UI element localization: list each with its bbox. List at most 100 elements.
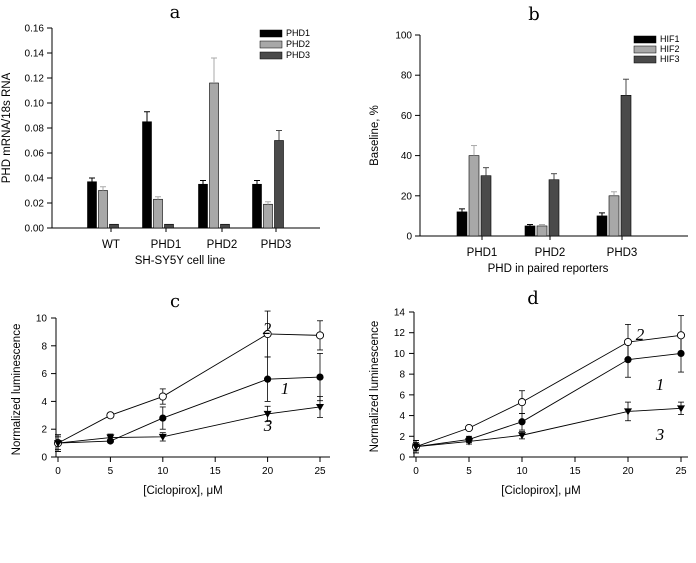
panel-letter-d: d bbox=[527, 288, 539, 309]
y-tick-label: 2 bbox=[41, 425, 47, 436]
point-series-1 bbox=[518, 418, 526, 426]
x-tick-label: 20 bbox=[622, 466, 634, 477]
x-tick-label: PHD1 bbox=[151, 239, 182, 251]
panel-letter-b: b bbox=[528, 4, 540, 25]
curve-label-3: 3 bbox=[263, 416, 273, 435]
chart-b: b 0 20 40 60 80 100 PHD1 PHD2 PHD3 PHD in paired r… bbox=[369, 4, 688, 275]
bar-PHD3-PHD1 bbox=[164, 223, 174, 229]
curve-label-3: 3 bbox=[655, 425, 665, 444]
y-tick-label: 0 bbox=[399, 453, 405, 464]
x-tick-label: 25 bbox=[675, 466, 687, 477]
bar-HIF1-PHD2 bbox=[524, 225, 536, 237]
curve-label-1: 1 bbox=[281, 379, 290, 398]
chart-c: c 0 2 4 6 8 10 0 5 10 15 20 25 2 13 [Ciclopirox], μM Nor… bbox=[11, 291, 330, 497]
x-tick-label: 20 bbox=[262, 466, 274, 477]
bar-HIF2-PHD3 bbox=[608, 195, 620, 237]
x-tick-label: 0 bbox=[55, 466, 61, 477]
y-tick-label: 10 bbox=[36, 314, 48, 325]
legend-label-HIF2: HIF2 bbox=[660, 44, 680, 54]
legend-label-PHD1: PHD1 bbox=[286, 28, 310, 38]
bar-HIF3-PHD2 bbox=[548, 179, 560, 237]
chart-d: d 0 2 4 6 8 10 12 14 0 5 10 15 20 25 2 1 3 [Ciclopirox], μ… bbox=[369, 288, 688, 497]
bar-HIF1-PHD3 bbox=[596, 215, 608, 237]
x-tick-label: PHD1 bbox=[467, 247, 498, 259]
curve-label-2: 2 bbox=[636, 325, 645, 344]
y-tick-label: 0.08 bbox=[25, 124, 45, 135]
point-series-2 bbox=[623, 337, 633, 347]
y-tick-label: 10 bbox=[394, 349, 406, 360]
chart-a: a 0.00 0.02 0.04 0.06 0.08 0.10 0.12 0.14 0.16 WT P… bbox=[1, 2, 320, 267]
y-tick-label: 12 bbox=[394, 328, 406, 339]
y-tick-label: 100 bbox=[395, 31, 412, 42]
bar-HIF3-PHD3 bbox=[620, 95, 632, 237]
y-axis-label: Normalized luminescence bbox=[11, 324, 23, 456]
y-tick-label: 0 bbox=[41, 453, 47, 464]
bar-PHD1-PHD3 bbox=[252, 183, 262, 229]
bar-HIF2-PHD1 bbox=[468, 155, 480, 237]
x-tick-label: WT bbox=[102, 239, 120, 251]
point-series-3 bbox=[677, 405, 685, 413]
point-series-3 bbox=[316, 403, 324, 411]
x-tick-label: 5 bbox=[466, 466, 472, 477]
x-tick-label: PHD3 bbox=[261, 239, 292, 251]
y-tick-label: 0.06 bbox=[25, 149, 45, 160]
bar-PHD2-PHD2 bbox=[209, 82, 219, 229]
bar-PHD1-WT bbox=[87, 181, 97, 229]
y-tick-label: 0.00 bbox=[25, 224, 45, 235]
bar-PHD3-PHD3 bbox=[274, 140, 284, 229]
point-series-2 bbox=[106, 411, 115, 420]
y-tick-label: 4 bbox=[41, 397, 47, 408]
point-series-1 bbox=[159, 414, 167, 422]
bar-PHD2-WT bbox=[98, 190, 108, 229]
x-tick-label: 25 bbox=[314, 466, 326, 477]
y-axis-label: Normalized luminescence bbox=[369, 321, 381, 453]
legend-swatch-PHD3 bbox=[259, 51, 283, 60]
y-tick-label: 60 bbox=[401, 111, 413, 122]
x-tick-label: 0 bbox=[413, 466, 419, 477]
legend-label-PHD3: PHD3 bbox=[286, 50, 310, 60]
point-series-2 bbox=[676, 331, 686, 340]
legend-label-HIF1: HIF1 bbox=[660, 34, 680, 44]
x-tick-label: 15 bbox=[210, 466, 222, 477]
y-tick-label: 8 bbox=[399, 370, 405, 381]
legend-swatch-HIF1 bbox=[633, 35, 657, 44]
y-tick-label: 40 bbox=[401, 151, 413, 162]
point-series-3 bbox=[518, 432, 526, 440]
point-series-2 bbox=[315, 331, 325, 340]
x-tick-label: PHD3 bbox=[607, 247, 638, 259]
y-tick-label: 0.02 bbox=[25, 199, 45, 210]
panel-letter-a: a bbox=[170, 2, 181, 23]
bar-PHD3-WT bbox=[109, 223, 119, 229]
legend-swatch-HIF3 bbox=[633, 55, 657, 64]
legend-swatch-HIF2 bbox=[633, 45, 657, 54]
y-tick-label: 0.04 bbox=[25, 174, 45, 185]
legend-swatch-PHD1 bbox=[259, 29, 283, 38]
y-axis-label: Baseline, % bbox=[369, 105, 381, 166]
point-series-3 bbox=[465, 438, 473, 446]
y-tick-label: 0.12 bbox=[25, 74, 45, 85]
series-line-3 bbox=[57, 406, 321, 444]
x-axis-label: PHD in paired reporters bbox=[488, 263, 609, 275]
y-tick-label: 2 bbox=[399, 432, 405, 443]
x-axis-label: [Ciclopirox], μM bbox=[143, 485, 222, 497]
y-tick-label: 8 bbox=[41, 341, 47, 352]
x-axis-label: [Ciclopirox], μM bbox=[501, 485, 580, 497]
point-series-1 bbox=[264, 375, 272, 383]
bar-PHD1-PHD1 bbox=[142, 121, 152, 229]
x-tick-label: PHD2 bbox=[535, 247, 566, 259]
y-tick-label: 0.16 bbox=[25, 24, 45, 35]
legend-label-PHD2: PHD2 bbox=[286, 39, 310, 49]
bar-PHD2-PHD1 bbox=[153, 198, 163, 229]
y-tick-label: 0.10 bbox=[25, 99, 45, 110]
x-tick-label: 10 bbox=[516, 466, 528, 477]
point-series-2 bbox=[464, 423, 474, 433]
y-tick-label: 20 bbox=[401, 191, 413, 202]
x-tick-label: PHD2 bbox=[207, 239, 238, 251]
bar-PHD3-PHD2 bbox=[220, 223, 230, 229]
series-line-2 bbox=[415, 334, 682, 448]
bar-HIF1-PHD1 bbox=[456, 211, 468, 237]
point-series-3 bbox=[158, 433, 167, 441]
x-axis-label: SH-SY5Y cell line bbox=[135, 255, 226, 267]
x-tick-label: 5 bbox=[108, 466, 114, 477]
y-tick-label: 4 bbox=[399, 411, 405, 422]
